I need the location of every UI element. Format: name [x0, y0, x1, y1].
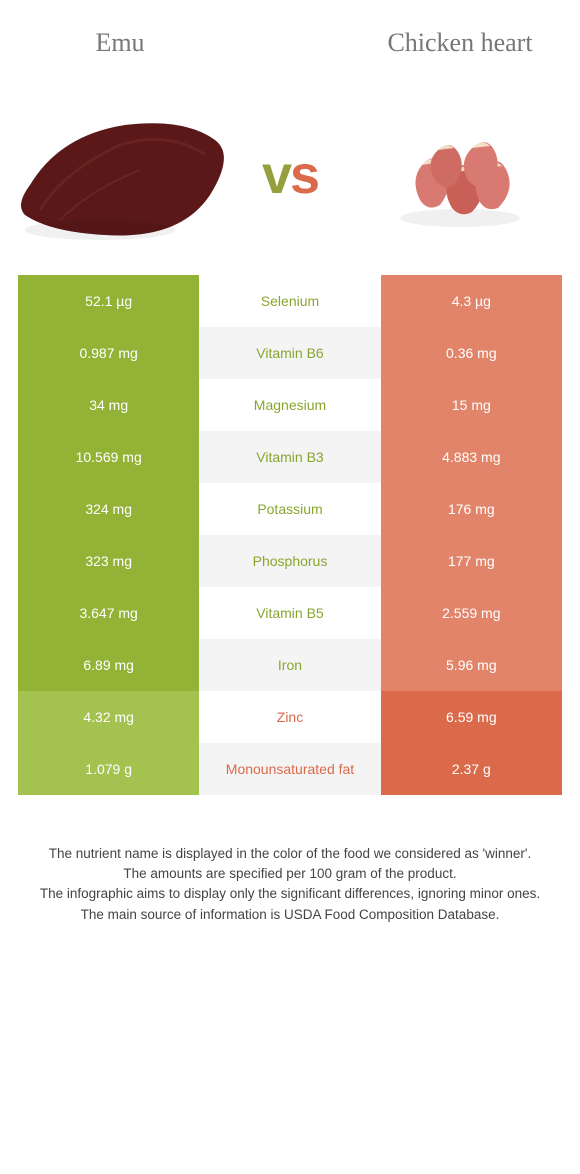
left-value: 0.987 mg — [18, 327, 199, 379]
nutrient-label: Zinc — [199, 691, 380, 743]
nutrient-label: Monounsaturated fat — [199, 743, 380, 795]
nutrient-label: Phosphorus — [199, 535, 380, 587]
comparison-table: 52.1 µgSelenium4.3 µg0.987 mgVitamin B60… — [18, 275, 562, 795]
vs-letter-s: s — [290, 145, 318, 205]
nutrient-label: Magnesium — [199, 379, 380, 431]
nutrient-label: Vitamin B5 — [199, 587, 380, 639]
left-value: 34 mg — [18, 379, 199, 431]
left-value: 10.569 mg — [18, 431, 199, 483]
left-value: 323 mg — [18, 535, 199, 587]
header-right-title: Chicken heart — [340, 28, 580, 58]
table-row: 6.89 mgIron5.96 mg — [18, 639, 562, 691]
left-value: 4.32 mg — [18, 691, 199, 743]
table-row: 324 mgPotassium176 mg — [18, 483, 562, 535]
chicken-heart-icon — [380, 110, 540, 240]
header: Emu Chicken heart — [0, 0, 580, 85]
right-value: 0.36 mg — [381, 327, 562, 379]
table-row: 10.569 mgVitamin B34.883 mg — [18, 431, 562, 483]
vs-label: vs — [240, 144, 340, 206]
note-line: The nutrient name is displayed in the co… — [30, 845, 550, 863]
hero-left-image — [0, 100, 240, 250]
right-value: 2.37 g — [381, 743, 562, 795]
note-line: The infographic aims to display only the… — [30, 885, 550, 903]
table-row: 4.32 mgZinc6.59 mg — [18, 691, 562, 743]
left-value: 52.1 µg — [18, 275, 199, 327]
right-value: 2.559 mg — [381, 587, 562, 639]
right-value: 177 mg — [381, 535, 562, 587]
nutrient-label: Iron — [199, 639, 380, 691]
table-row: 52.1 µgSelenium4.3 µg — [18, 275, 562, 327]
nutrient-label: Vitamin B6 — [199, 327, 380, 379]
note-line: The main source of information is USDA F… — [30, 906, 550, 924]
emu-meat-icon — [10, 100, 230, 250]
note-line: The amounts are specified per 100 gram o… — [30, 865, 550, 883]
table-row: 1.079 gMonounsaturated fat2.37 g — [18, 743, 562, 795]
table-row: 0.987 mgVitamin B60.36 mg — [18, 327, 562, 379]
right-value: 15 mg — [381, 379, 562, 431]
left-value: 324 mg — [18, 483, 199, 535]
hero: vs — [0, 85, 580, 265]
nutrient-label: Selenium — [199, 275, 380, 327]
nutrient-label: Potassium — [199, 483, 380, 535]
vs-letter-v: v — [262, 145, 290, 205]
right-value: 4.3 µg — [381, 275, 562, 327]
right-value: 6.59 mg — [381, 691, 562, 743]
hero-right-image — [340, 110, 580, 240]
header-left-title: Emu — [0, 28, 240, 58]
notes: The nutrient name is displayed in the co… — [30, 845, 550, 924]
table-row: 323 mgPhosphorus177 mg — [18, 535, 562, 587]
right-value: 4.883 mg — [381, 431, 562, 483]
right-value: 176 mg — [381, 483, 562, 535]
left-value: 1.079 g — [18, 743, 199, 795]
left-value: 3.647 mg — [18, 587, 199, 639]
table-row: 3.647 mgVitamin B52.559 mg — [18, 587, 562, 639]
left-value: 6.89 mg — [18, 639, 199, 691]
table-row: 34 mgMagnesium15 mg — [18, 379, 562, 431]
nutrient-label: Vitamin B3 — [199, 431, 380, 483]
right-value: 5.96 mg — [381, 639, 562, 691]
